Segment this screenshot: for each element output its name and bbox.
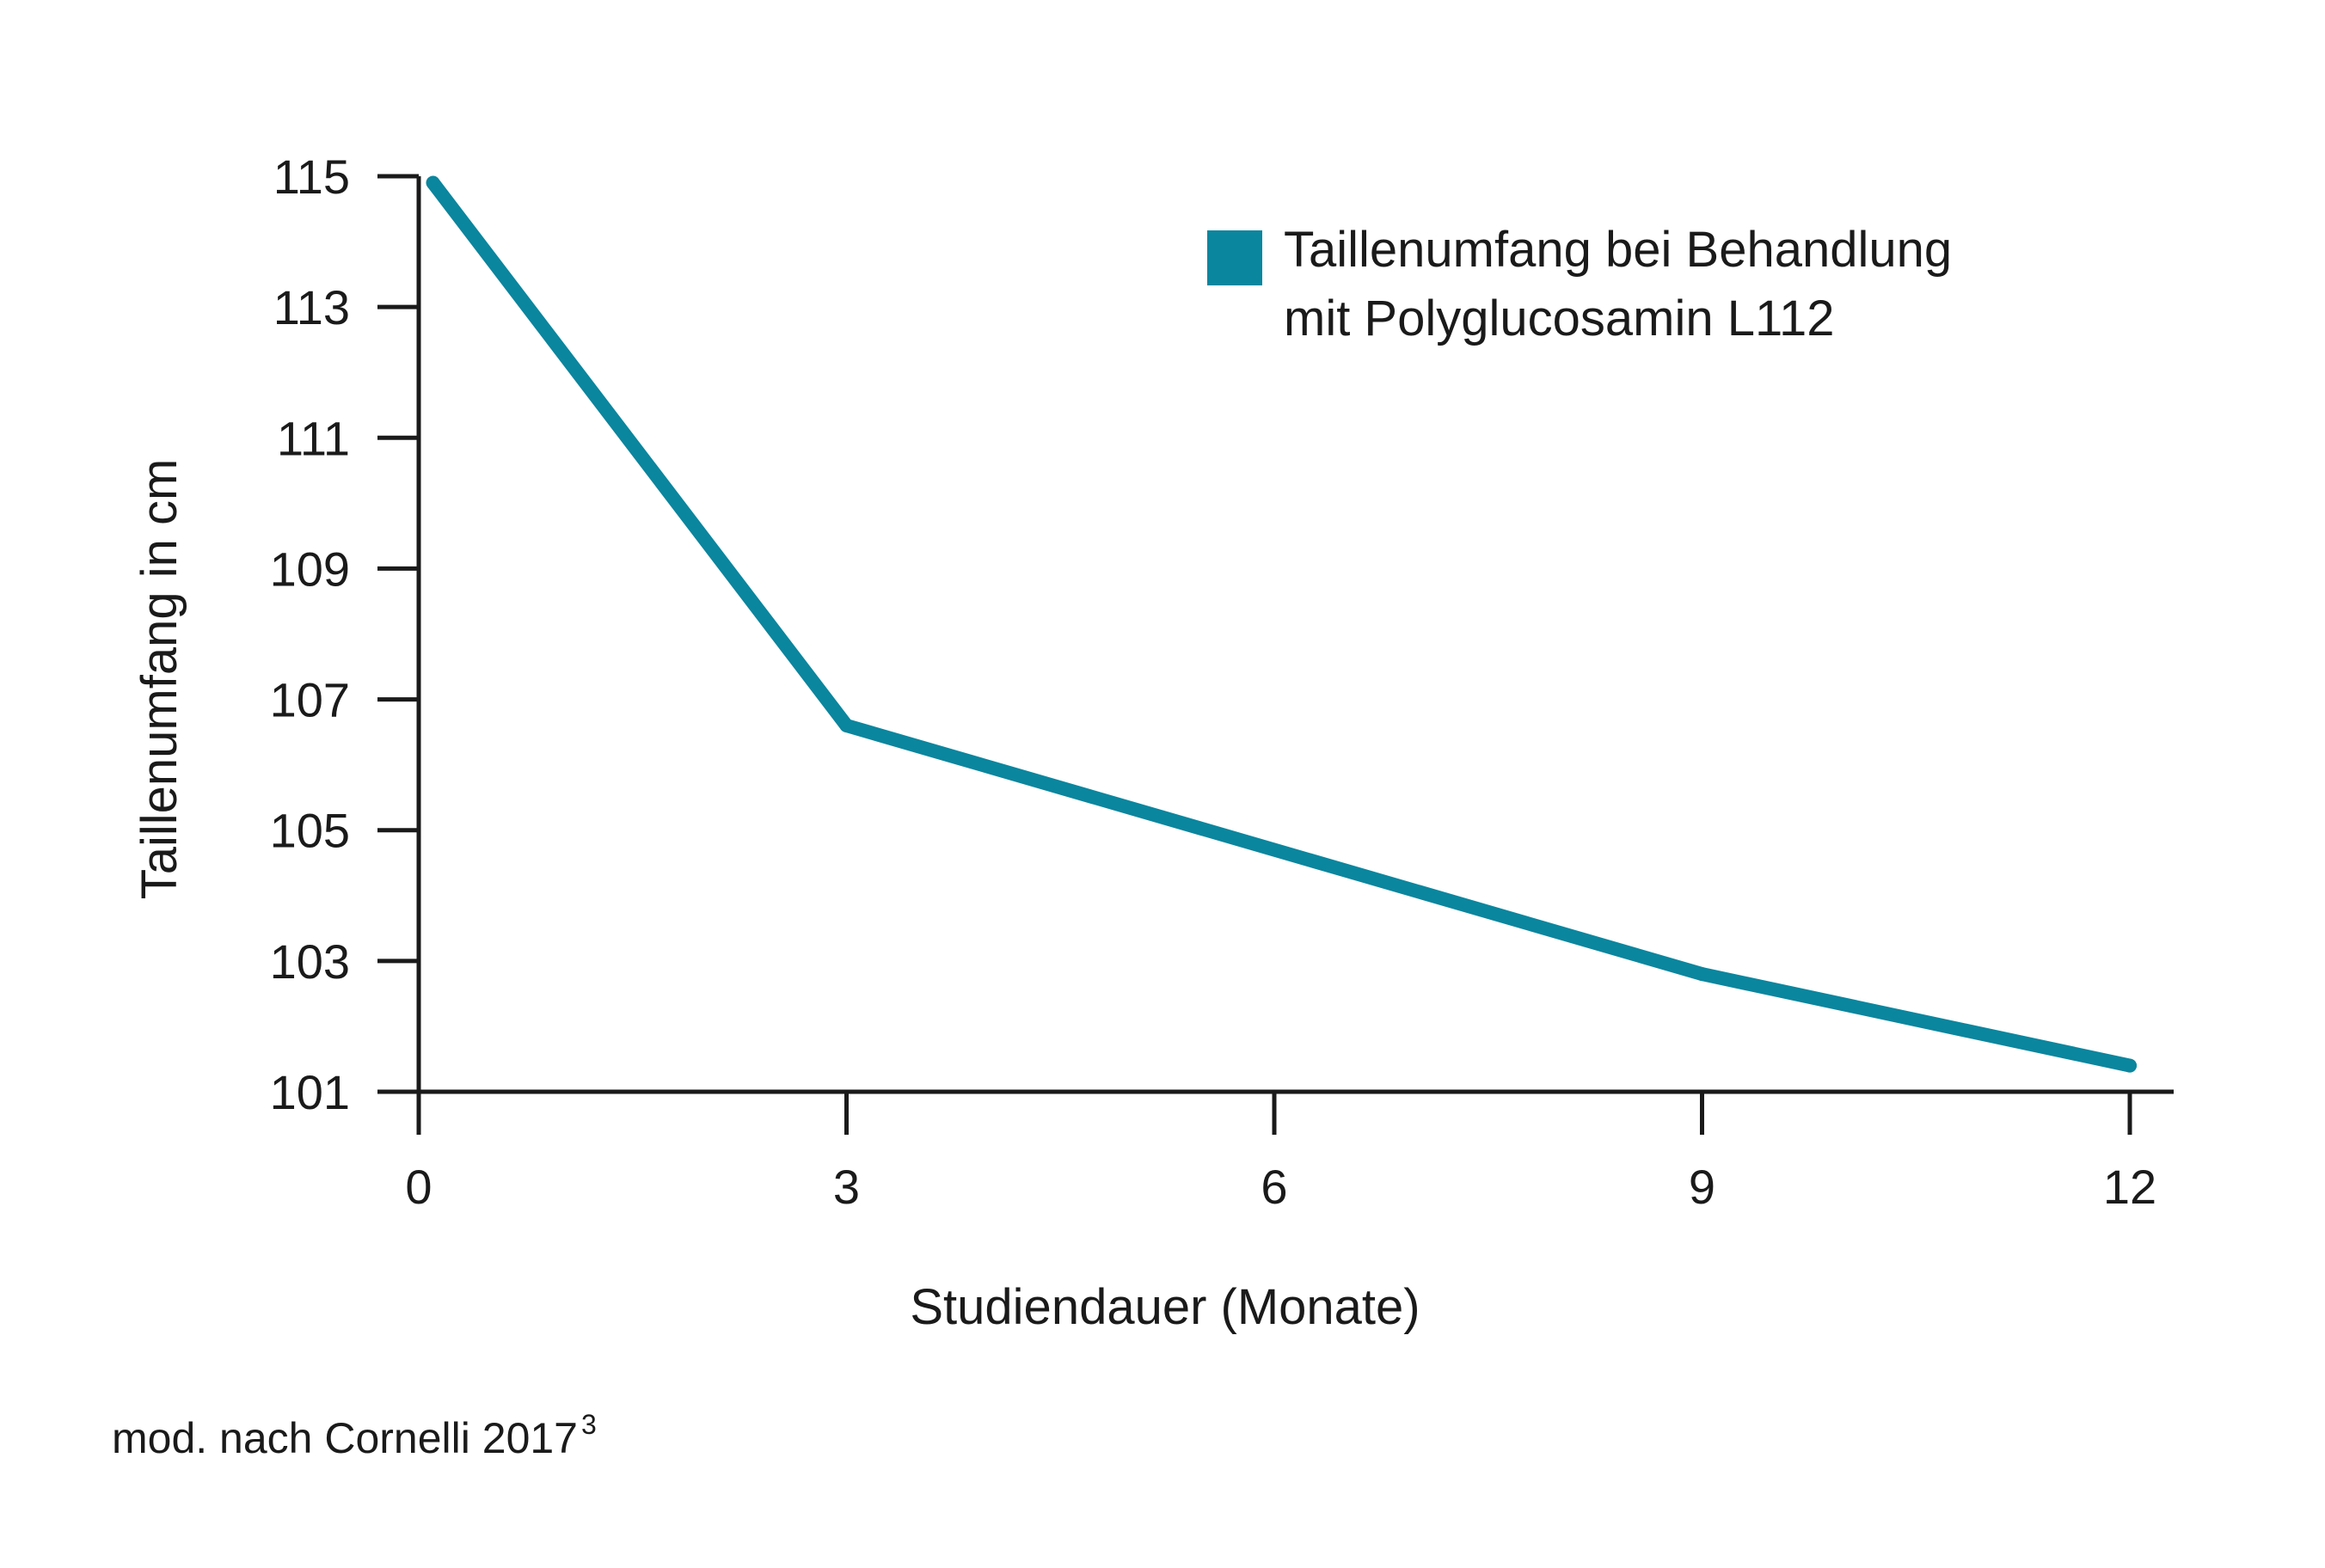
- y-tick-label-113: 113: [273, 280, 350, 334]
- legend: Taillenumfang bei Behandlung mit Polyglu…: [1207, 222, 1952, 346]
- data-point-0-3: [2123, 1058, 2137, 1073]
- y-tick-label-105: 105: [270, 804, 350, 858]
- y-tick-label-103: 103: [270, 934, 350, 989]
- x-tick-label-9: 9: [1689, 1160, 1715, 1214]
- y-axis-title: Taillenumfang in cm: [132, 459, 187, 900]
- data-point-0-2: [1695, 967, 1709, 982]
- x-axis-title: Studiendauer (Monate): [910, 1279, 1420, 1335]
- x-tick-label-0: 0: [405, 1160, 432, 1214]
- y-tick-label-115: 115: [273, 150, 350, 204]
- y-tick-label-111: 111: [277, 411, 350, 465]
- source-superscript: 3: [581, 1409, 597, 1440]
- legend-label-line-2: mit Polyglucosamin L112: [1284, 291, 1834, 346]
- x-tick-label-3: 3: [833, 1160, 860, 1214]
- ticks: 101 103 105 107 109 111 113 115 0 3 6 9 12: [270, 150, 2157, 1214]
- axes: [416, 176, 2174, 1135]
- x-tick-label-6: 6: [1261, 1160, 1287, 1214]
- y-tick-label-107: 107: [270, 673, 350, 727]
- source-text: mod. nach Cornelli 2017: [112, 1414, 578, 1462]
- data-point-0-1: [839, 719, 854, 732]
- legend-swatch: [1207, 230, 1262, 285]
- x-tick-label-12: 12: [2103, 1160, 2156, 1214]
- series-layer: [426, 175, 2137, 1073]
- y-tick-label-109: 109: [270, 542, 350, 596]
- y-tick-label-101: 101: [270, 1065, 350, 1119]
- data-point-0-0: [426, 175, 440, 190]
- source-note: mod. nach Cornelli 2017 3: [112, 1409, 597, 1462]
- legend-label-line-1: Taillenumfang bei Behandlung: [1284, 222, 1952, 278]
- series-line-0: [426, 175, 2137, 1073]
